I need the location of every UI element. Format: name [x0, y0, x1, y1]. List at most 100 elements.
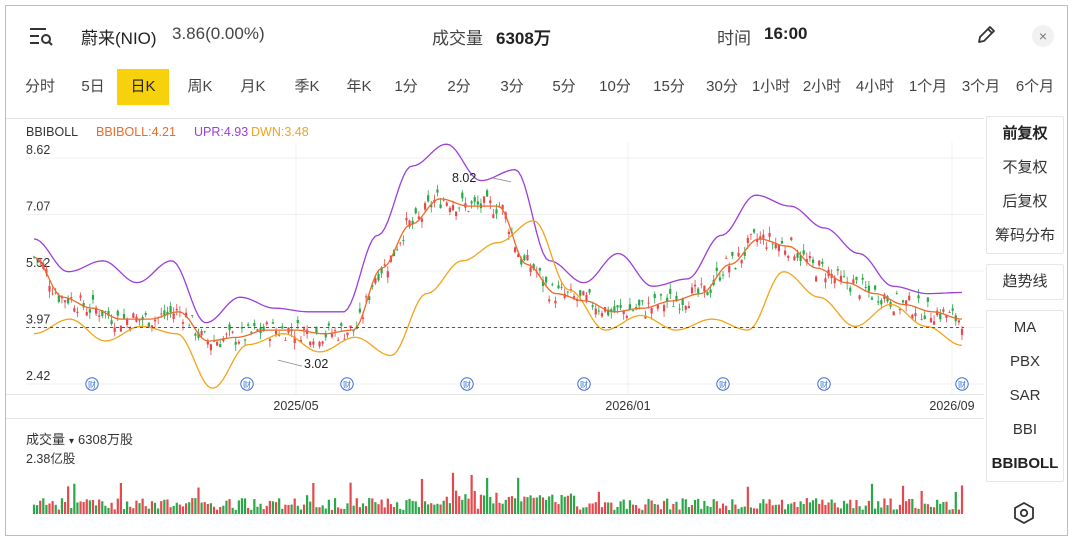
candle-body	[579, 290, 582, 296]
candle-body	[880, 300, 883, 305]
tab-13[interactable]: 30分	[706, 78, 738, 95]
volume-bar	[889, 498, 892, 514]
candle-body	[169, 306, 172, 313]
earnings-event-icon[interactable]	[577, 377, 591, 391]
side-panel: 前复权不复权后复权筹码分布 趋势线 MA PBX SAR BBI BBIBOLL	[984, 116, 1067, 535]
volume-bar	[287, 504, 290, 514]
candle-body	[166, 311, 169, 315]
candle-body	[374, 278, 377, 284]
candle-body	[783, 250, 787, 255]
tab-17[interactable]: 1个月	[908, 78, 948, 95]
side-item-group2-0[interactable]: 趋势线	[1002, 273, 1048, 290]
candle-body	[740, 259, 743, 264]
tab-10[interactable]: 5分	[552, 78, 576, 95]
volume-bar	[743, 506, 746, 514]
side-item-group3-1[interactable]: PBX	[1009, 353, 1040, 370]
bbiboll-legend: BBIBOLL:4.21	[96, 125, 176, 139]
side-item-group3-2[interactable]: SAR	[1009, 387, 1041, 404]
side-item-group1-3[interactable]: 筹码分布	[994, 227, 1055, 244]
side-item-group1-2[interactable]: 后复权	[1002, 193, 1048, 210]
side-item-group1-1[interactable]: 不复权	[1002, 159, 1048, 176]
settings-hexagon-icon[interactable]	[1012, 501, 1036, 525]
volume-bar	[672, 504, 675, 514]
volume-bar	[175, 502, 178, 514]
earnings-event-icon[interactable]	[955, 377, 969, 391]
volume-bar	[153, 502, 157, 514]
candle-body	[368, 296, 371, 301]
earnings-event-icon[interactable]	[460, 377, 474, 391]
tab-4[interactable]: 月K	[240, 78, 266, 95]
volume-bar	[740, 507, 743, 514]
tab-9[interactable]: 3分	[500, 78, 524, 95]
volume-bar	[116, 498, 119, 514]
candle-body	[625, 315, 628, 318]
volume-bar	[355, 498, 358, 514]
candle-body	[666, 297, 669, 302]
volume-bar	[700, 508, 703, 514]
candle-body	[836, 269, 839, 271]
earnings-event-icon[interactable]	[340, 377, 354, 391]
tab-1[interactable]: 5日	[81, 78, 105, 95]
tab-19[interactable]: 6个月	[1015, 78, 1055, 95]
volume-bar	[57, 509, 60, 514]
candle-body	[32, 256, 36, 258]
tab-2[interactable]: 日K	[117, 69, 169, 105]
volume-bar	[631, 504, 635, 514]
candle-body	[523, 255, 526, 261]
earnings-event-icon[interactable]	[85, 377, 99, 391]
candle-body	[222, 338, 225, 342]
tab-14[interactable]: 1小时	[751, 78, 791, 95]
volume-panel-title[interactable]: 成交量 ▾ 6308万股	[26, 432, 133, 447]
candle-body	[613, 306, 616, 313]
candle-body	[113, 327, 116, 332]
kline-chart[interactable]: BBIBOLL BBIBOLL:4.21 UPR:4.93 DWN:3.48 8…	[6, 118, 984, 528]
candle-body	[721, 274, 725, 276]
volume-bar	[619, 501, 622, 514]
earnings-event-icon[interactable]	[240, 377, 254, 391]
volume-bar	[492, 503, 495, 514]
candle-body	[697, 288, 700, 294]
side-item-group1-0[interactable]: 前复权	[1002, 125, 1048, 142]
tab-11[interactable]: 10分	[599, 78, 631, 95]
volume-bar	[132, 508, 135, 514]
volume-bar	[498, 502, 501, 514]
tab-6[interactable]: 年K	[346, 78, 372, 95]
tab-12[interactable]: 15分	[653, 78, 685, 95]
volume-bar	[712, 499, 715, 514]
earnings-event-glyph: 财	[88, 380, 96, 390]
tab-8[interactable]: 2分	[447, 78, 471, 95]
volume-bar	[923, 503, 926, 514]
side-item-group3-4[interactable]: BBIBOLL	[991, 455, 1059, 472]
tab-5[interactable]: 季K	[294, 78, 320, 95]
tab-7[interactable]: 1分	[394, 78, 418, 95]
volume-bar	[510, 496, 514, 514]
pencil-icon[interactable]	[975, 24, 997, 46]
tab-16[interactable]: 4小时	[855, 78, 895, 95]
candle-body	[811, 259, 815, 264]
candle-body	[926, 297, 929, 302]
menu-search-icon[interactable]	[28, 25, 54, 47]
candle-body	[427, 195, 430, 202]
candle-body	[774, 243, 777, 249]
volume-bar	[808, 502, 812, 514]
candle-body	[951, 308, 954, 311]
volume-bar	[433, 504, 436, 514]
volume-bar	[641, 509, 644, 514]
volume-bar	[464, 494, 467, 514]
earnings-event-icon[interactable]	[716, 377, 730, 391]
tab-3[interactable]: 周K	[187, 78, 213, 95]
earnings-event-icon[interactable]	[817, 377, 831, 391]
volume-bar	[402, 509, 405, 514]
candle-body	[653, 294, 656, 299]
close-button[interactable]: ×	[1032, 25, 1054, 47]
tab-0[interactable]: 分时	[24, 78, 55, 95]
volume-bar	[147, 508, 150, 514]
candle-body	[231, 331, 234, 333]
volume-bar	[166, 499, 169, 514]
tab-15[interactable]: 2小时	[802, 78, 842, 95]
side-item-group3-3[interactable]: BBI	[1012, 421, 1038, 438]
side-item-group3-0[interactable]: MA	[1013, 319, 1037, 336]
candle-body	[200, 330, 203, 336]
tab-18[interactable]: 3个月	[961, 78, 1001, 95]
volume-bar	[427, 504, 430, 514]
